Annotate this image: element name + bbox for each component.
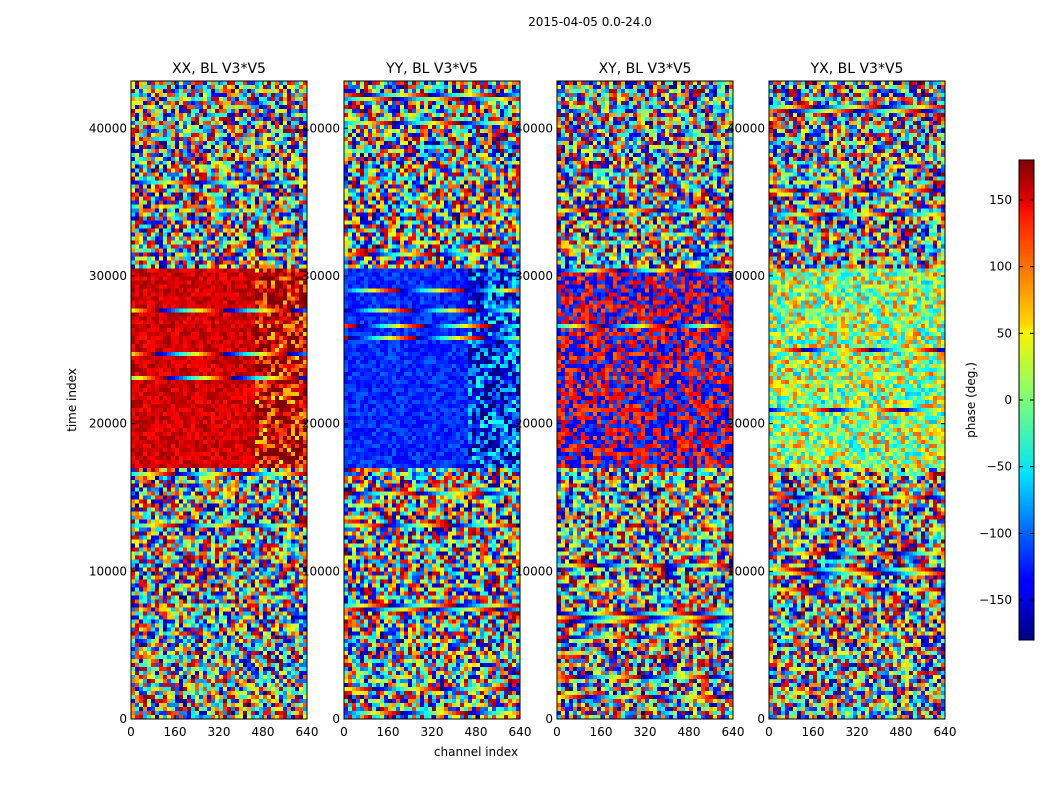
- x-tick-label: 640: [296, 725, 319, 739]
- colorbar-label: phase (deg.): [964, 362, 978, 438]
- panel-yx-title: YX, BL V3*V5: [810, 61, 904, 77]
- x-tick-label: 0: [340, 725, 348, 739]
- y-axis-label: time index: [65, 368, 79, 432]
- colorbar-tick-label: 50: [997, 326, 1012, 340]
- y-tick-label: 40000: [302, 121, 340, 135]
- x-tick-label: 0: [553, 725, 561, 739]
- colorbar-tick-label: −150: [979, 593, 1012, 607]
- colorbar-tick-label: −50: [987, 460, 1012, 474]
- x-tick-label: 480: [678, 725, 701, 739]
- y-tick-label: 0: [545, 712, 553, 726]
- y-tick-label: 10000: [302, 564, 340, 578]
- x-tick-label: 320: [208, 725, 231, 739]
- y-tick-label: 30000: [727, 269, 765, 283]
- panel-xy: XY, BL V3*V5 0 160 320 480 640 0 10000 20000 3000…: [515, 61, 745, 739]
- x-tick-label: 0: [127, 725, 135, 739]
- figure-suptitle: 2015-04-05 0.0-24.0: [528, 15, 652, 29]
- y-tick-label: 40000: [89, 121, 127, 135]
- colorbar-tick-label: 100: [989, 260, 1012, 274]
- y-tick-label: 10000: [89, 564, 127, 578]
- x-tick-label: 640: [722, 725, 745, 739]
- panel-yy-raster: [344, 81, 520, 719]
- x-tick-label: 160: [802, 725, 825, 739]
- y-tick-label: 30000: [89, 269, 127, 283]
- panel-yx: YX, BL V3*V5 0 160 320 480 640 0 10000 20000 3000…: [727, 61, 957, 739]
- x-tick-label: 160: [590, 725, 613, 739]
- x-tick-label: 480: [465, 725, 488, 739]
- panel-xy-title: XY, BL V3*V5: [599, 61, 692, 77]
- panel-yx-raster: [769, 81, 945, 719]
- x-tick-label: 480: [890, 725, 913, 739]
- colorbar-tick-label: 150: [989, 193, 1012, 207]
- panel-xx: XX, BL V3*V5 0 160 320 480 640 0 10000 20000 3000…: [89, 61, 319, 739]
- panel-yy: YY, BL V3*V5 0 160 320 480 640 0 10000 20000 3000…: [302, 61, 532, 739]
- x-tick-label: 320: [421, 725, 444, 739]
- x-tick-label: 160: [164, 725, 187, 739]
- y-tick-label: 0: [332, 712, 340, 726]
- colorbar-tick-label: 0: [1004, 393, 1012, 407]
- x-tick-label: 320: [634, 725, 657, 739]
- y-tick-label: 20000: [727, 417, 765, 431]
- x-tick-label: 0: [765, 725, 773, 739]
- y-tick-label: 0: [119, 712, 127, 726]
- y-tick-label: 30000: [302, 269, 340, 283]
- y-tick-label: 10000: [515, 564, 553, 578]
- panels-group: XX, BL V3*V5 0 160 320 480 640 0 10000 20000 3000…: [89, 61, 957, 739]
- y-tick-label: 0: [757, 712, 765, 726]
- x-tick-label: 640: [934, 725, 957, 739]
- y-tick-label: 20000: [302, 417, 340, 431]
- colorbar-tick-label: −100: [979, 526, 1012, 540]
- x-tick-label: 320: [846, 725, 869, 739]
- panel-xy-raster: [557, 81, 733, 719]
- x-tick-label: 480: [252, 725, 275, 739]
- x-axis-label: channel index: [434, 745, 518, 759]
- colorbar: −150 −100 −50 0 50 100 150 phase (deg.): [964, 159, 1035, 641]
- y-tick-label: 20000: [89, 417, 127, 431]
- x-tick-label: 640: [509, 725, 532, 739]
- y-tick-label: 40000: [515, 121, 553, 135]
- colorbar-ticks: −150 −100 −50 0 50 100 150: [979, 193, 1034, 607]
- panel-xx-title: XX, BL V3*V5: [172, 61, 266, 77]
- y-tick-label: 10000: [727, 564, 765, 578]
- y-tick-label: 30000: [515, 269, 553, 283]
- panel-xx-raster: [131, 81, 307, 719]
- panel-yy-title: YY, BL V3*V5: [385, 61, 478, 77]
- y-tick-label: 40000: [727, 121, 765, 135]
- y-tick-label: 20000: [515, 417, 553, 431]
- x-tick-label: 160: [377, 725, 400, 739]
